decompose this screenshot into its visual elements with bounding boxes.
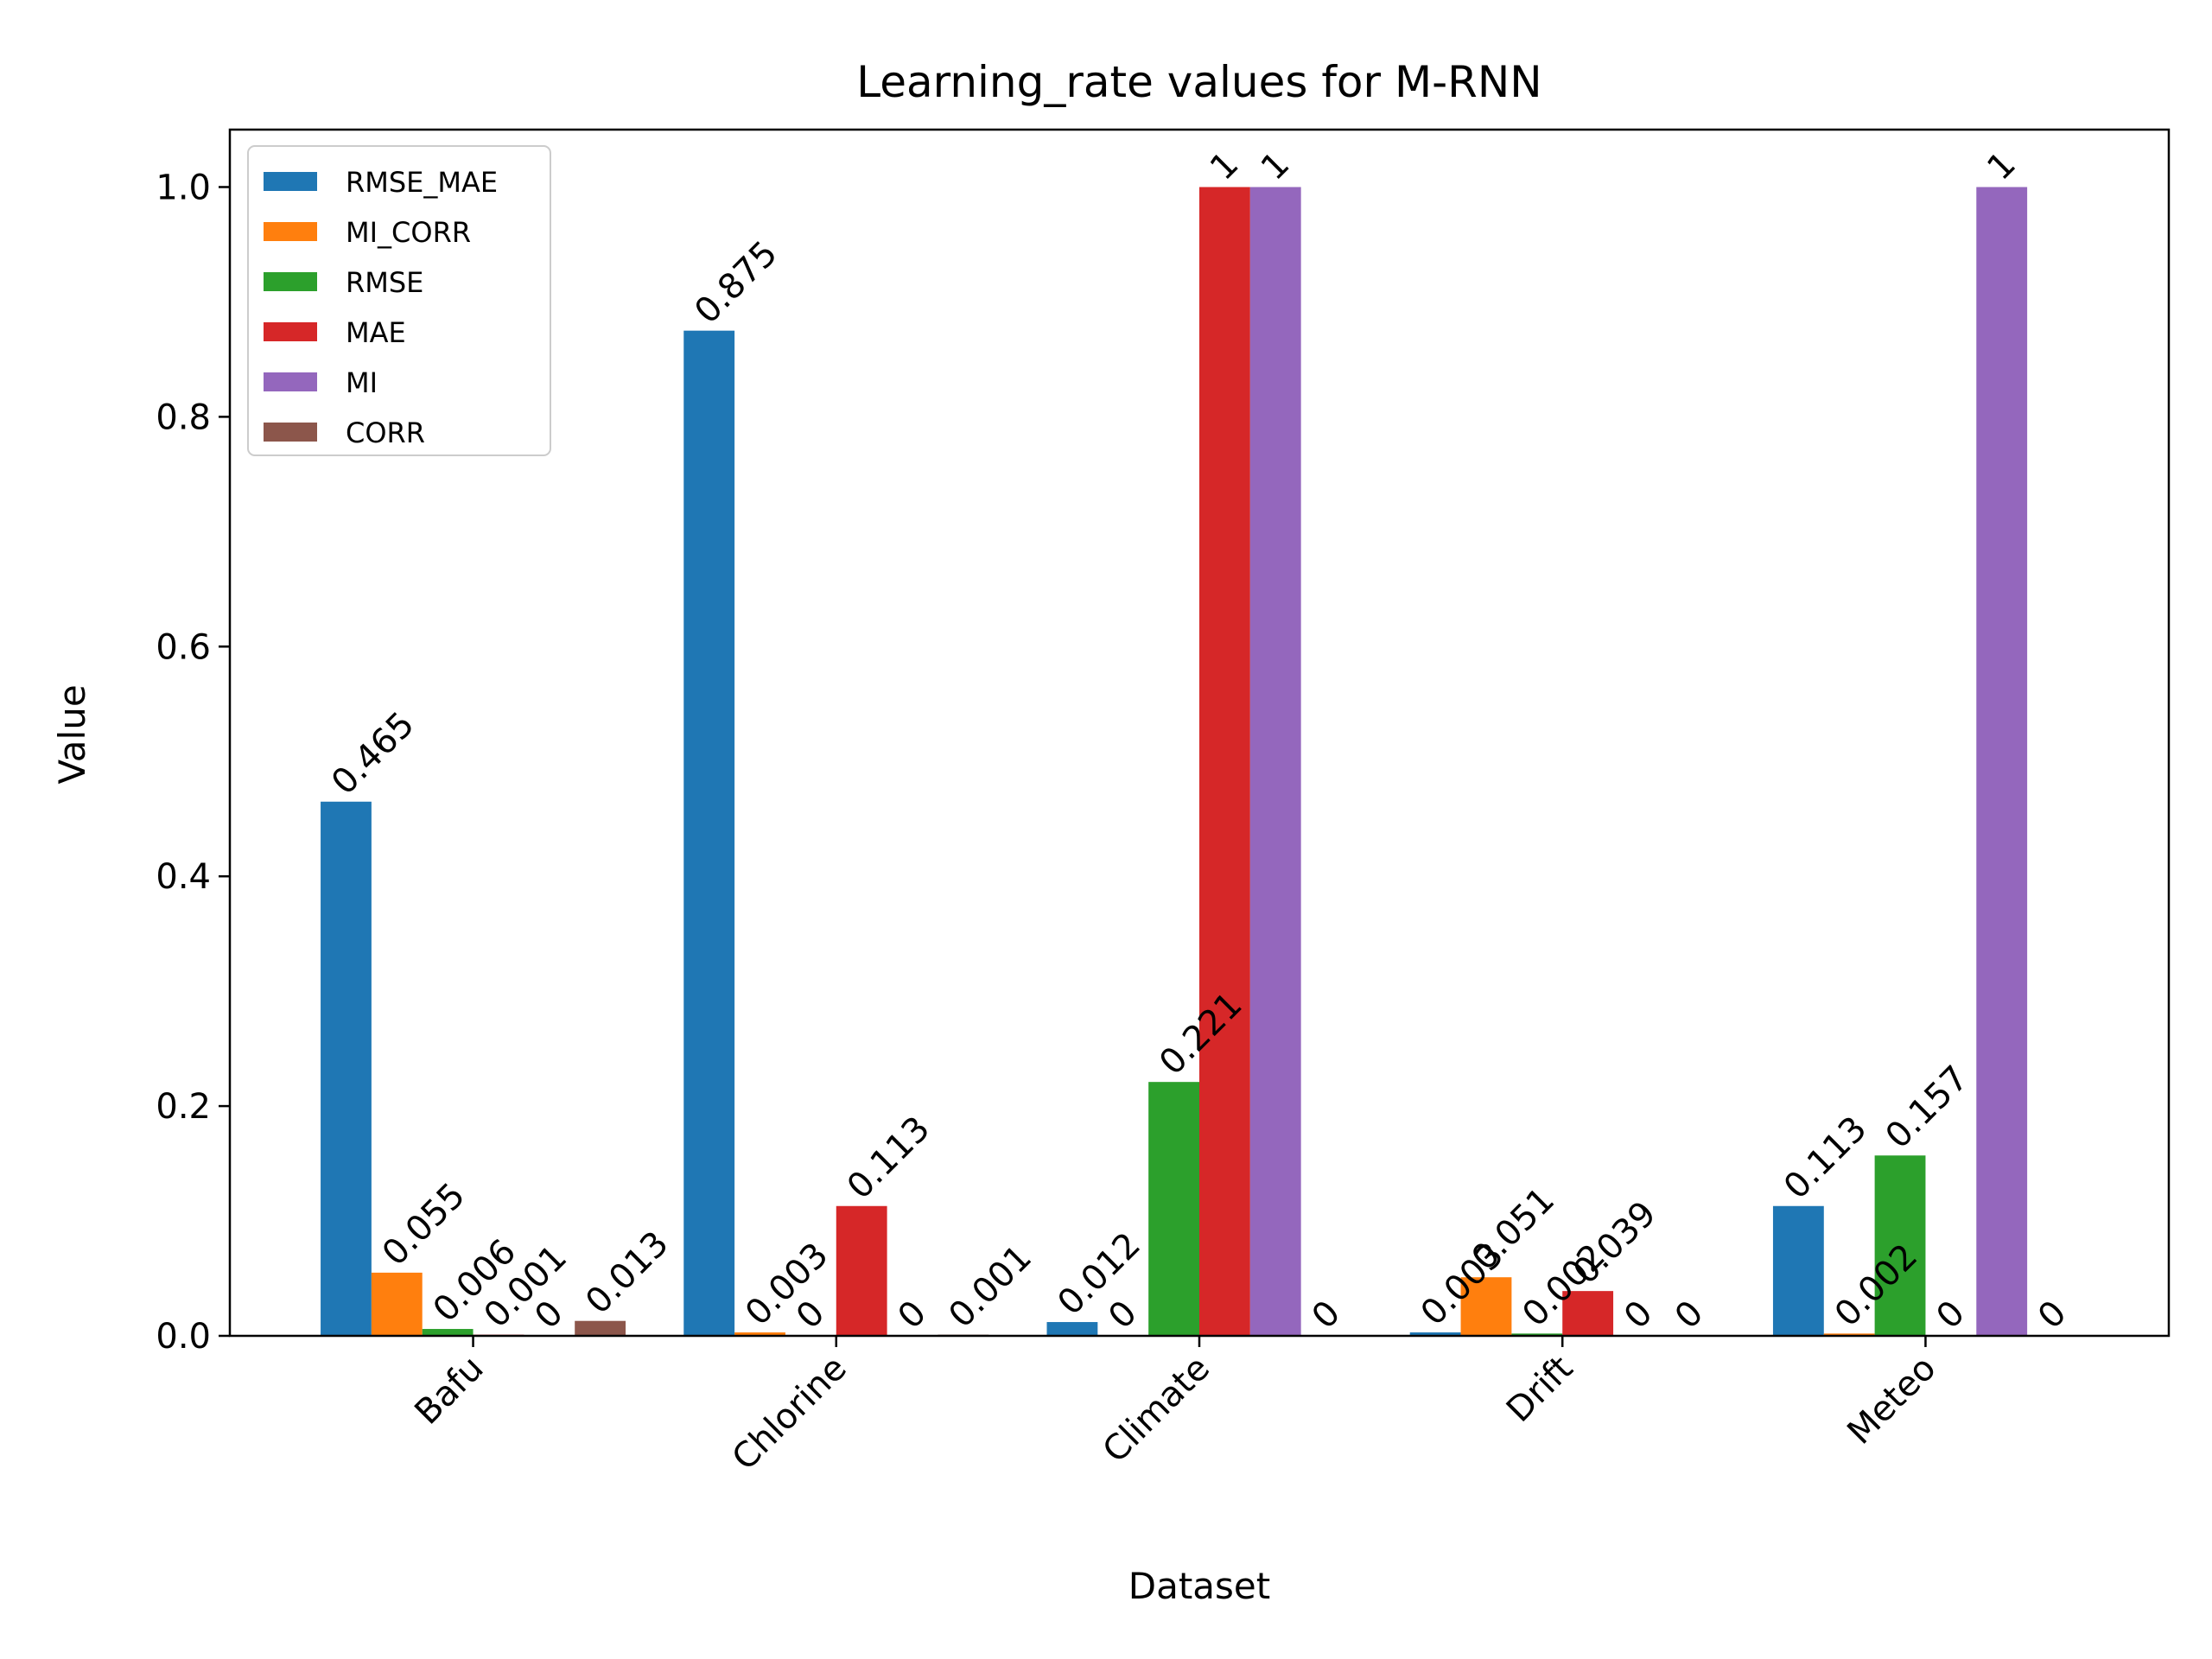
data-label: 0.051 (1465, 1180, 1563, 1279)
data-label: 0.875 (687, 233, 785, 332)
bar (575, 1320, 626, 1336)
data-label: 0.113 (1777, 1109, 1875, 1207)
bar (1874, 1155, 1926, 1336)
data-label: 0 (1305, 1294, 1349, 1338)
data-label: 0 (2031, 1294, 2075, 1338)
y-tick-label: 1.0 (156, 168, 211, 207)
x-tick-label: Climate (1096, 1349, 1217, 1471)
data-label: 1 (1980, 144, 2024, 188)
legend-swatch (264, 322, 317, 341)
y-tick-label: 0.4 (156, 857, 211, 897)
bar (1823, 1333, 1875, 1336)
bar (734, 1332, 785, 1336)
legend: RMSE_MAE MI_CORR RMSE MAE MI CORR (247, 145, 551, 456)
bar (1772, 1205, 1824, 1336)
bar (1199, 187, 1250, 1336)
legend-label: RMSE (346, 266, 423, 299)
y-axis-title: Value (51, 684, 93, 784)
data-label: 0 (1617, 1294, 1661, 1338)
y-tick-label: 0.0 (156, 1317, 211, 1357)
bar (1046, 1322, 1098, 1336)
legend-label: MI (346, 366, 378, 399)
data-label: 0.013 (578, 1224, 677, 1322)
bar (683, 330, 735, 1337)
data-label: 1 (1254, 144, 1298, 188)
legend-swatch (264, 272, 317, 291)
x-axis: Bafu Chlorine Climate Drift Meteo (407, 1336, 1944, 1478)
legend-swatch (264, 172, 317, 191)
data-label: 0.113 (840, 1109, 938, 1207)
legend-label: CORR (346, 416, 425, 449)
data-label: 0.055 (375, 1175, 474, 1274)
data-label: 0.157 (1878, 1058, 1977, 1157)
bar (1409, 1332, 1461, 1336)
x-tick-label: Bafu (407, 1349, 491, 1433)
data-label: 0.012 (1050, 1225, 1148, 1324)
bar (1460, 1277, 1512, 1336)
bar (371, 1272, 423, 1336)
x-tick-label: Chlorine (725, 1349, 855, 1478)
bars-layer (321, 187, 2028, 1337)
data-label: 0 (891, 1294, 935, 1338)
data-label: 0 (1668, 1294, 1712, 1338)
y-tick-label: 0.6 (156, 627, 211, 667)
bar (1562, 1291, 1614, 1336)
bar (1511, 1333, 1563, 1336)
data-label: 0 (1101, 1294, 1145, 1338)
bar (321, 801, 372, 1336)
data-label: 0.001 (941, 1237, 1039, 1336)
data-label: 0.465 (324, 704, 423, 803)
legend-label: RMSE_MAE (346, 166, 498, 199)
legend-swatch (264, 423, 317, 442)
legend-swatch (264, 222, 317, 241)
bar (1976, 187, 2028, 1336)
bar (1148, 1082, 1199, 1336)
y-tick-label: 0.8 (156, 397, 211, 437)
x-tick-label: Drift (1499, 1349, 1580, 1430)
x-axis-title: Dataset (1128, 1565, 1270, 1607)
legend-label: MAE (346, 316, 406, 349)
bar (1249, 187, 1301, 1336)
bar (836, 1205, 887, 1336)
bar (422, 1329, 474, 1336)
x-tick-label: Meteo (1840, 1349, 1943, 1452)
data-label: 0 (1929, 1294, 1973, 1338)
legend-label: MI_CORR (346, 216, 471, 249)
y-tick-label: 0.2 (156, 1087, 211, 1127)
legend-swatch (264, 372, 317, 391)
data-label: 1 (1203, 144, 1247, 188)
y-axis: 0.0 0.2 0.4 0.6 0.8 1.0 (156, 168, 230, 1357)
legend-box (247, 145, 551, 456)
chart-title: Learning_rate values for M-RNN (856, 57, 1541, 107)
